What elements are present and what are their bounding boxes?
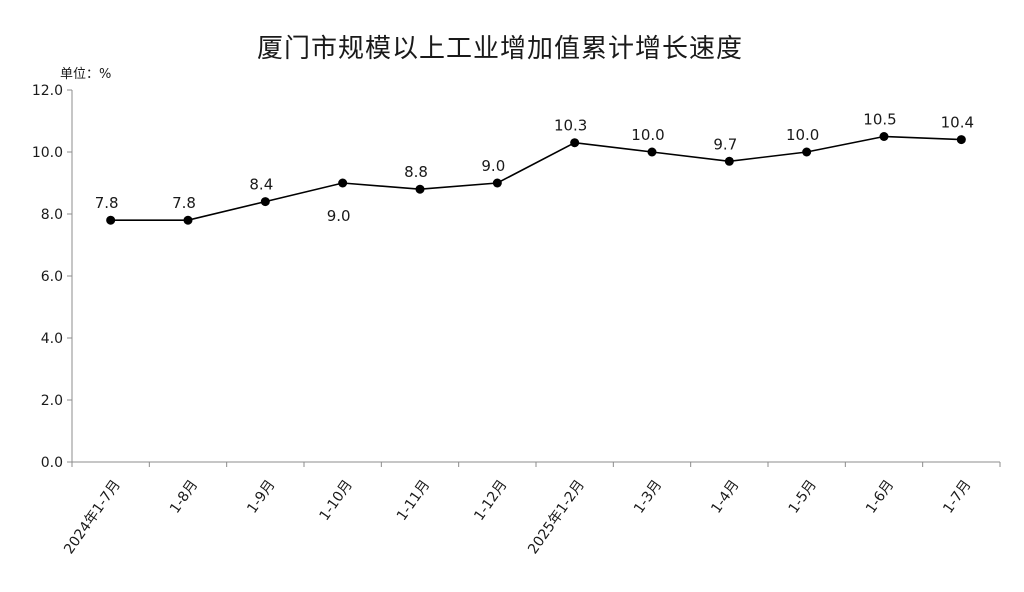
data-label: 10.3 <box>554 117 587 135</box>
data-point <box>879 132 889 141</box>
data-point <box>802 147 812 157</box>
data-label: 8.8 <box>404 163 428 181</box>
x-tick-label: 1-8月 <box>167 477 201 516</box>
data-label: 7.8 <box>95 194 119 212</box>
data-label: 9.0 <box>327 207 351 225</box>
x-tick-label: 1-5月 <box>786 477 820 516</box>
axes <box>71 90 1000 463</box>
y-axis-ticks: 0.0 2.0 4.0 6.0 8.0 10.0 12.0 <box>32 83 72 471</box>
data-label: 10.0 <box>631 126 664 144</box>
data-labels: 7.8 7.8 8.4 9.0 8.8 9.0 10.3 10.0 9.7 10.0 10.5 10.… <box>95 111 974 226</box>
data-point <box>647 147 657 157</box>
data-point <box>260 197 270 207</box>
x-axis-ticks: 2024年1-7月 1-8月 1-9月 1-10月 1-11月 1-12月 2025年1-2… <box>61 462 1001 557</box>
x-tick-label: 1-4月 <box>708 477 742 516</box>
x-tick-label: 1-6月 <box>863 477 897 516</box>
data-point <box>415 184 425 194</box>
data-label: 10.0 <box>786 126 819 144</box>
data-points <box>106 132 966 225</box>
series-line <box>110 135 962 221</box>
x-tick-label: 1-10月 <box>317 477 356 524</box>
data-point <box>338 178 348 188</box>
y-tick-label: 0.0 <box>41 455 63 471</box>
data-label: 10.4 <box>941 114 974 132</box>
y-tick-label: 4.0 <box>41 331 63 347</box>
data-label: 10.5 <box>863 111 896 129</box>
data-point <box>106 215 116 225</box>
data-point <box>724 156 734 166</box>
y-tick-label: 12.0 <box>32 83 63 99</box>
data-label: 9.7 <box>713 135 737 153</box>
data-label: 7.8 <box>172 194 196 212</box>
y-tick-label: 8.0 <box>41 207 63 223</box>
data-point <box>492 178 502 188</box>
series-line-group <box>110 135 962 221</box>
data-point <box>956 135 966 145</box>
x-tick-label: 1-7月 <box>940 477 974 516</box>
unit-label: 单位：% <box>60 67 111 82</box>
x-tick-label: 2025年1-2月 <box>525 477 588 557</box>
y-tick-label: 6.0 <box>41 269 63 285</box>
chart-title: 厦门市规模以上工业增加值累计增长速度 <box>256 34 743 64</box>
x-tick-label: 1-11月 <box>394 477 433 524</box>
x-tick-label: 1-9月 <box>244 477 278 516</box>
x-tick-label: 1-12月 <box>471 477 510 524</box>
data-point <box>570 138 580 148</box>
data-label: 9.0 <box>481 157 505 175</box>
y-tick-label: 10.0 <box>32 145 63 161</box>
data-point <box>183 215 193 225</box>
y-tick-label: 2.0 <box>41 393 63 409</box>
x-tick-label: 2024年1-7月 <box>61 477 124 557</box>
data-label: 8.4 <box>249 176 273 194</box>
x-tick-label: 1-3月 <box>631 477 665 516</box>
